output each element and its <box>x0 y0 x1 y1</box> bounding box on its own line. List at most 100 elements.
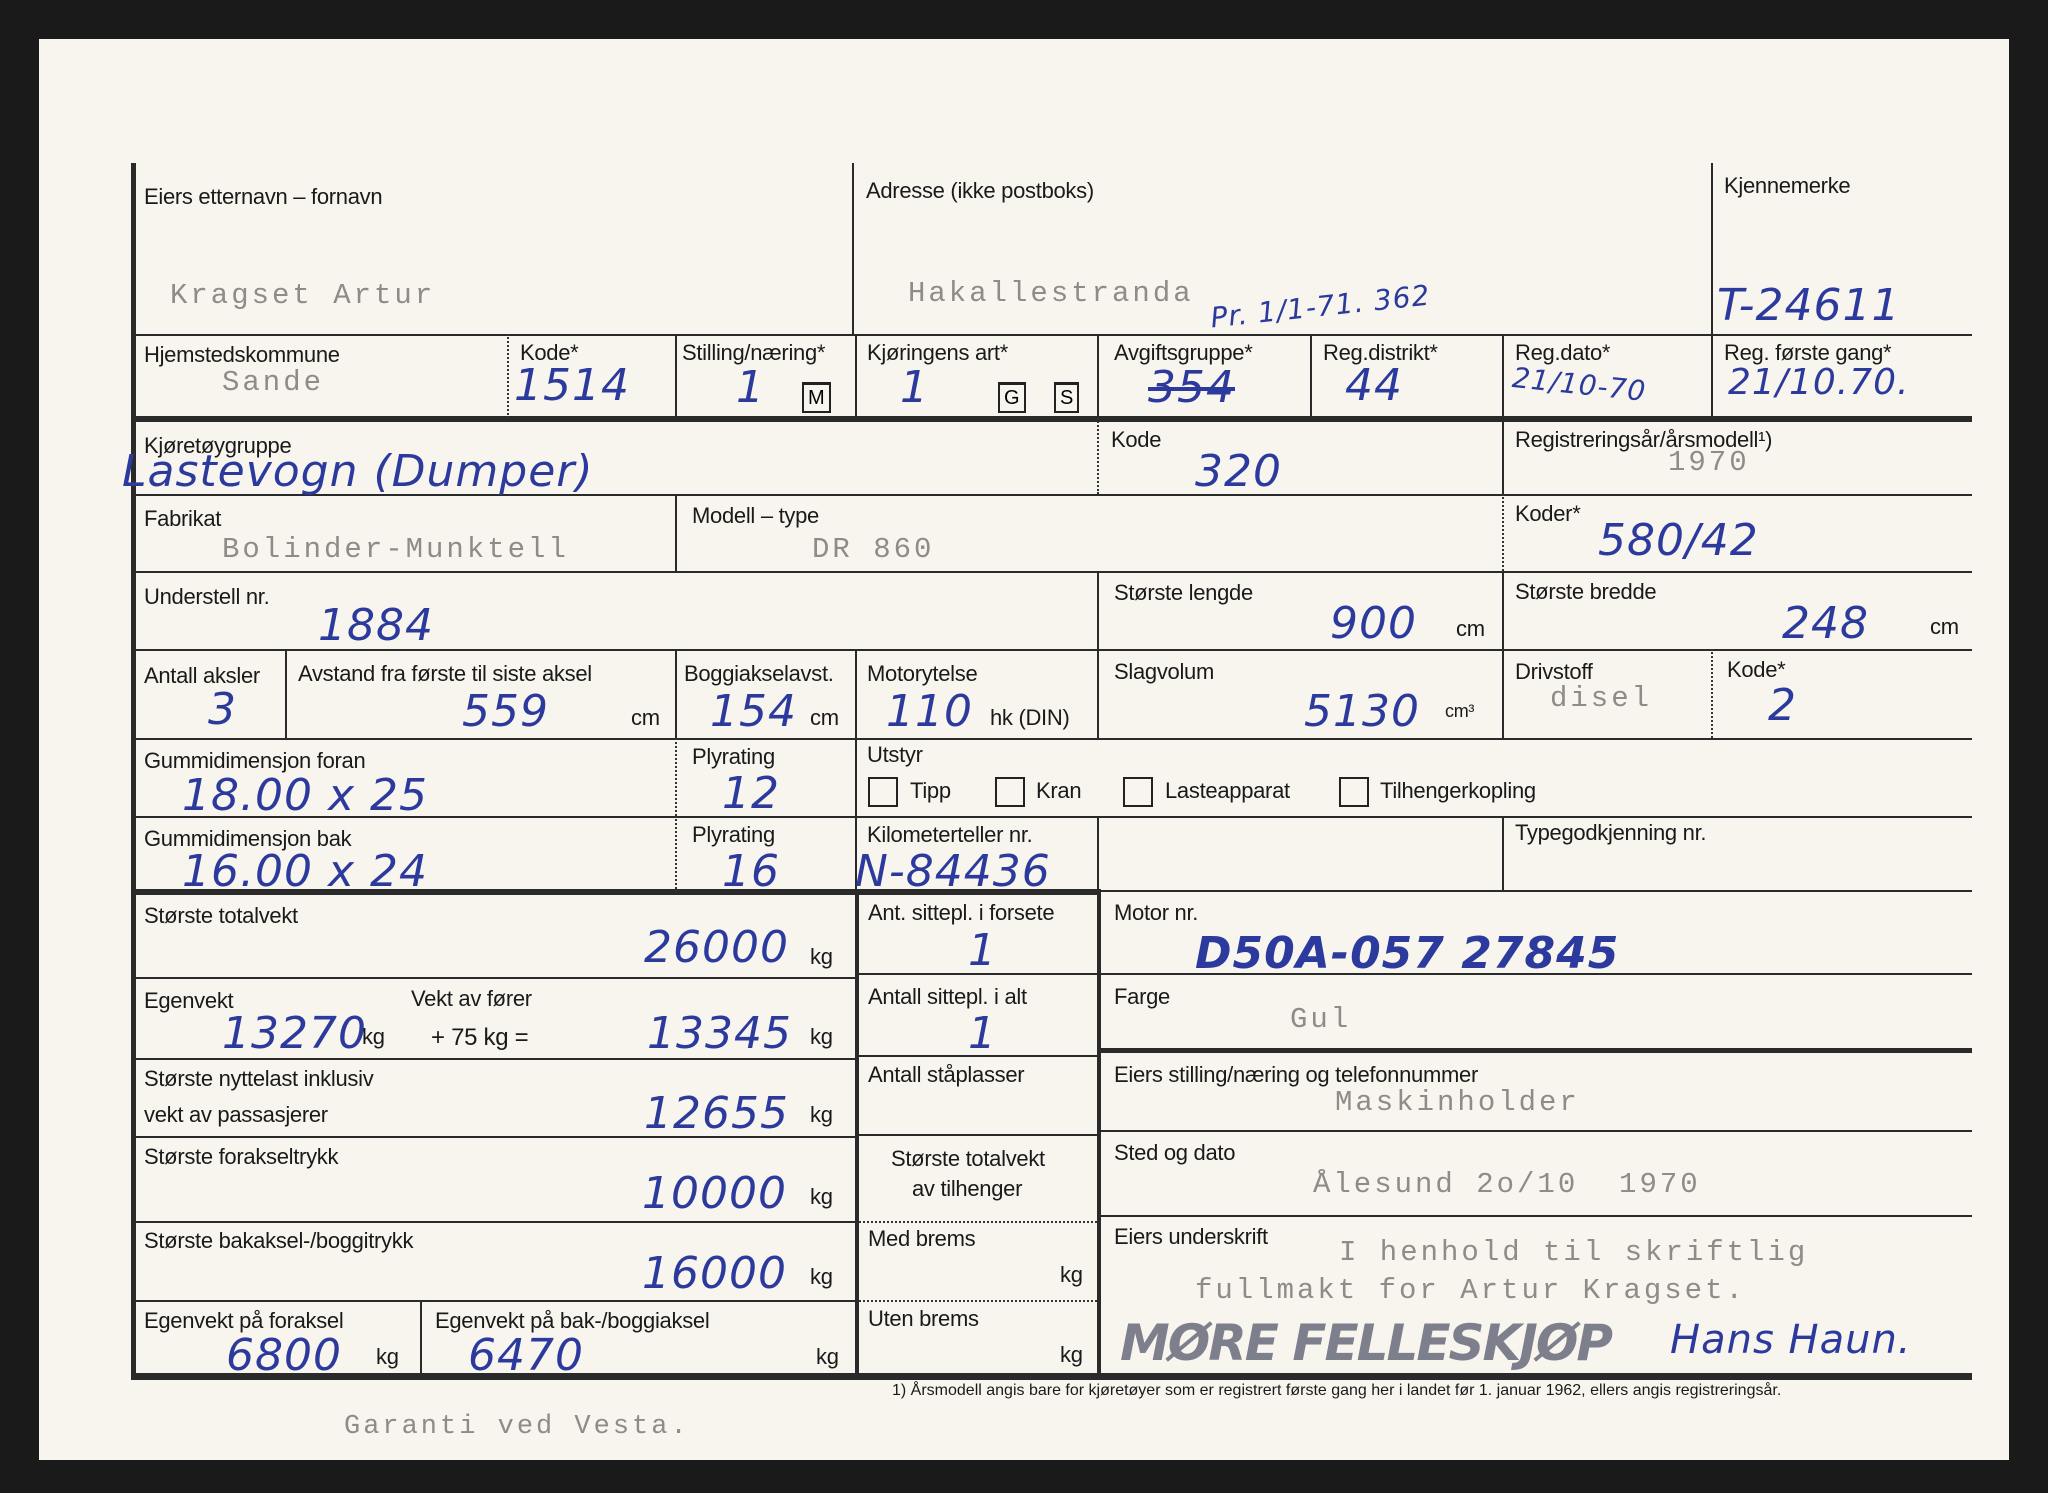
axles-label: Antall aksler <box>144 663 260 688</box>
model-label: Modell – type <box>692 503 819 528</box>
guarantee-note: Garanti ved Vesta. <box>344 1412 690 1442</box>
checkbox-lasteapparat[interactable] <box>1123 777 1153 807</box>
kg-unit: kg <box>1060 1262 1083 1287</box>
signature-line-2: fullmakt for Artur Kragset. <box>1195 1274 1746 1307</box>
address-label: Adresse (ikke postboks) <box>866 178 1094 203</box>
kg-unit: kg <box>362 1024 385 1049</box>
grid-line <box>131 163 136 1380</box>
equipment-kran-label: Kran <box>1036 778 1082 803</box>
equipment-lasteapparat-label: Lasteapparat <box>1165 778 1290 803</box>
checkbox-tilhengerkopling[interactable] <box>1339 777 1369 807</box>
grid-line <box>420 1300 422 1375</box>
grid-line <box>131 649 1972 651</box>
dotted-grid-line <box>507 334 509 418</box>
grid-line <box>131 1136 855 1138</box>
ply-rear-value: 16 <box>722 846 780 897</box>
grid-line <box>675 334 677 418</box>
curb-weight-label: Egenvekt <box>144 988 234 1013</box>
fee-group-label: Avgiftsgruppe* <box>1114 340 1253 365</box>
grid-line <box>131 494 1972 496</box>
checkbox-kran[interactable] <box>995 777 1025 807</box>
length-label: Største lengde <box>1114 580 1253 605</box>
grid-line <box>131 334 1972 336</box>
bogie-label: Boggiakselavst. <box>684 661 834 686</box>
company-stamp: MØRE FELLESKJØP <box>1120 1314 1613 1372</box>
dotted-grid-line <box>855 1300 1097 1302</box>
total-weight-value: 26000 <box>644 922 789 973</box>
address-value: Hakallestranda <box>908 277 1194 310</box>
length-unit: cm <box>1456 616 1485 641</box>
curb-rear-label: Egenvekt på bak-/boggiaksel <box>435 1308 710 1333</box>
grid-line <box>1097 973 1972 975</box>
grid-line <box>1097 571 1099 649</box>
plate-label: Kjennemerke <box>1724 173 1851 198</box>
grid-line <box>131 571 1972 573</box>
first-reg-label: Reg. første gang* <box>1724 340 1892 365</box>
rear-axle-value: 16000 <box>642 1248 787 1299</box>
grid-line <box>131 1300 855 1302</box>
grid-line <box>855 973 1097 975</box>
owner-occupation-label: Eiers stilling/næring og telefonnummer <box>1114 1062 1478 1087</box>
grid-line <box>855 334 857 418</box>
front-seats-value: 1 <box>968 925 997 976</box>
fuel-value: disel <box>1550 682 1653 715</box>
grid-line <box>1711 334 1713 418</box>
displacement-unit: cm³ <box>1445 701 1475 721</box>
place-date-value: Ålesund 2o/10 1970 <box>1313 1168 1701 1201</box>
grid-line <box>1711 163 1713 334</box>
fee-group-value: 354 <box>1148 362 1235 413</box>
grid-line <box>1502 649 1504 738</box>
dotted-grid-line <box>855 1221 1097 1223</box>
engine-value: D50A-057 27845 <box>1195 928 1620 979</box>
total-weight-label: Største totalvekt <box>144 903 298 928</box>
equipment-tilhengerkopling-label: Tilhengerkopling <box>1380 778 1536 803</box>
code-value: 1514 <box>514 360 630 411</box>
place-date-label: Sted og dato <box>1114 1140 1236 1165</box>
total-seats-label: Antall sittepl. i alt <box>868 984 1027 1009</box>
power-unit: hk (DIN) <box>990 705 1070 730</box>
curb-driver-value: 13345 <box>647 1008 792 1059</box>
trailer-weight-label-1: Største totalvekt <box>891 1146 1045 1171</box>
occupation-value: 1 <box>736 362 765 413</box>
grid-line <box>1097 889 1101 1375</box>
kg-unit: kg <box>810 1024 833 1049</box>
reg-year-value: 1970 <box>1668 446 1750 479</box>
power-value: 110 <box>886 686 973 737</box>
front-seats-label: Ant. sittepl. i forsete <box>868 900 1055 925</box>
grid-line <box>855 816 857 892</box>
driving-box-g: G <box>998 382 1026 413</box>
tire-front-value: 18.00 x 25 <box>182 770 428 821</box>
handwritten-signature: Hans Haun. <box>1670 1317 1912 1363</box>
dotted-grid-line <box>1711 649 1713 738</box>
checkbox-tipp[interactable] <box>868 777 898 807</box>
grid-line <box>1310 334 1312 418</box>
tire-rear-label: Gummidimensjon bak <box>144 826 352 851</box>
grid-line <box>131 1373 1972 1380</box>
grid-line <box>1097 1130 1972 1132</box>
make-label: Fabrikat <box>144 506 222 531</box>
displacement-label: Slagvolum <box>1114 659 1215 684</box>
grid-line <box>1097 334 1099 418</box>
curb-rear-value: 6470 <box>468 1330 584 1381</box>
grid-line <box>131 977 855 979</box>
front-axle-value: 10000 <box>642 1168 787 1219</box>
grid-line <box>131 416 1972 422</box>
signature-label: Eiers underskrift <box>1114 1224 1268 1249</box>
engine-label: Motor nr. <box>1114 900 1199 925</box>
grid-line <box>1097 816 1099 892</box>
grid-line <box>855 889 859 1375</box>
length-value: 900 <box>1330 598 1417 649</box>
driver-weight-label: Vekt av fører <box>411 986 532 1011</box>
axle-distance-value: 559 <box>462 686 549 737</box>
grid-line <box>855 1134 1097 1136</box>
group-code-label: Kode <box>1111 427 1162 452</box>
owner-occupation-value: Maskinholder <box>1335 1086 1580 1119</box>
kg-unit: kg <box>810 1102 833 1127</box>
signature-line-1: I henhold til skriftlig <box>1339 1236 1809 1269</box>
color-value: Gul <box>1290 1003 1352 1036</box>
total-seats-value: 1 <box>968 1008 997 1059</box>
grid-line <box>1502 334 1504 418</box>
grid-line <box>1502 571 1504 649</box>
grid-line <box>131 889 1097 895</box>
unbraked-label: Uten brems <box>868 1306 979 1331</box>
